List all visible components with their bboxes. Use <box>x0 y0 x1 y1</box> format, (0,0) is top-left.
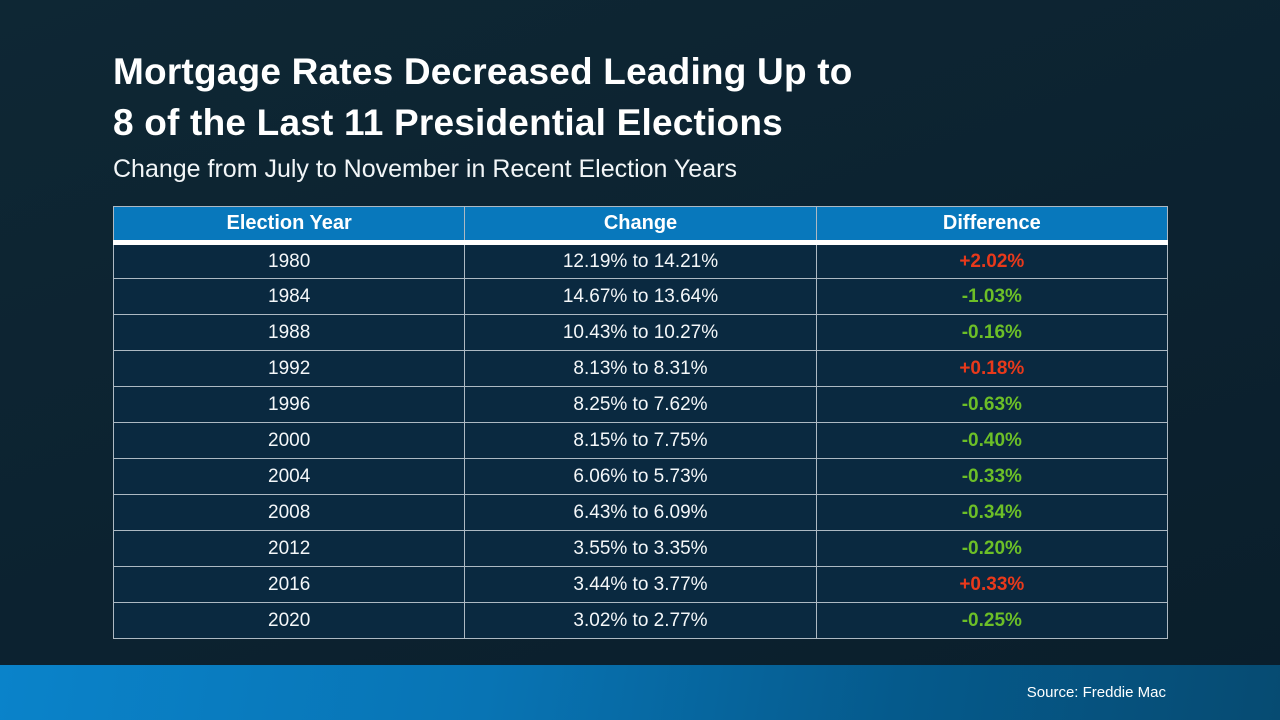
election-year-cell: 1984 <box>112 278 466 315</box>
footer-bar: Source: Freddie Mac <box>0 665 1280 720</box>
difference-cell: -0.25% <box>815 602 1169 639</box>
table-row: 1988 10.43% to 10.27% -0.16% <box>112 314 1169 351</box>
title-line-1: Mortgage Rates Decreased Leading Up to <box>113 51 853 92</box>
difference-cell: -1.03% <box>815 278 1169 315</box>
table-row: 2008 6.43% to 6.09% -0.34% <box>112 494 1169 531</box>
change-cell: 8.15% to 7.75% <box>464 422 817 459</box>
change-cell: 14.67% to 13.64% <box>464 278 817 315</box>
difference-cell: -0.20% <box>815 530 1169 567</box>
change-cell: 12.19% to 14.21% <box>464 242 817 279</box>
column-header-election-year: Election Year <box>112 206 466 245</box>
election-year-cell: 2000 <box>112 422 466 459</box>
change-cell: 6.06% to 5.73% <box>464 458 817 495</box>
source-attribution: Source: Freddie Mac <box>1026 684 1166 701</box>
election-year-cell: 2008 <box>112 494 466 531</box>
election-year-cell: 1980 <box>112 242 466 279</box>
difference-cell: -0.63% <box>815 386 1169 423</box>
table-row: 1996 8.25% to 7.62% -0.63% <box>112 386 1169 423</box>
difference-cell: +2.02% <box>815 242 1169 279</box>
table-row: 2004 6.06% to 5.73% -0.33% <box>112 458 1169 495</box>
change-cell: 3.55% to 3.35% <box>464 530 817 567</box>
subtitle: Change from July to November in Recent E… <box>113 155 737 183</box>
difference-cell: -0.16% <box>815 314 1169 351</box>
change-cell: 10.43% to 10.27% <box>464 314 817 351</box>
difference-cell: +0.18% <box>815 350 1169 387</box>
column-header-change: Change <box>464 206 817 245</box>
change-cell: 3.02% to 2.77% <box>464 602 817 639</box>
difference-cell: +0.33% <box>815 566 1169 603</box>
table-header: Election Year Change Difference <box>112 206 1169 245</box>
table-row: 2000 8.15% to 7.75% -0.40% <box>112 422 1169 459</box>
election-year-cell: 2020 <box>112 602 466 639</box>
difference-cell: -0.40% <box>815 422 1169 459</box>
table-row: 1980 12.19% to 14.21% +2.02% <box>112 242 1169 279</box>
change-cell: 3.44% to 3.77% <box>464 566 817 603</box>
page-title: Mortgage Rates Decreased Leading Up to 8… <box>113 46 853 148</box>
table-row: 1984 14.67% to 13.64% -1.03% <box>112 278 1169 315</box>
table-row: 2020 3.02% to 2.77% -0.25% <box>112 602 1169 639</box>
mortgage-rates-table: Election Year Change Difference 1980 12.1… <box>112 206 1169 639</box>
column-header-difference: Difference <box>815 206 1169 245</box>
election-year-cell: 1996 <box>112 386 466 423</box>
election-year-cell: 2012 <box>112 530 466 567</box>
table-header-row: Election Year Change Difference <box>112 206 1169 245</box>
difference-cell: -0.34% <box>815 494 1169 531</box>
change-cell: 8.25% to 7.62% <box>464 386 817 423</box>
election-year-cell: 2004 <box>112 458 466 495</box>
change-cell: 8.13% to 8.31% <box>464 350 817 387</box>
election-year-cell: 2016 <box>112 566 466 603</box>
change-cell: 6.43% to 6.09% <box>464 494 817 531</box>
difference-cell: -0.33% <box>815 458 1169 495</box>
table-row: 2016 3.44% to 3.77% +0.33% <box>112 566 1169 603</box>
election-year-cell: 1988 <box>112 314 466 351</box>
table-row: 2012 3.55% to 3.35% -0.20% <box>112 530 1169 567</box>
election-year-cell: 1992 <box>112 350 466 387</box>
title-line-2: 8 of the Last 11 Presidential Elections <box>113 102 783 143</box>
table-row: 1992 8.13% to 8.31% +0.18% <box>112 350 1169 387</box>
table-body: 1980 12.19% to 14.21% +2.02% 1984 14.67% to … <box>112 242 1169 639</box>
